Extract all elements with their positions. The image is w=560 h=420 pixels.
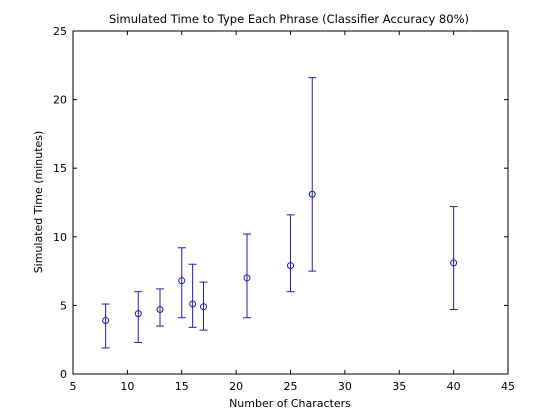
data-point: [156, 288, 164, 327]
point-marker: [102, 316, 110, 324]
point-marker: [189, 300, 197, 308]
x-tick-label: 30: [338, 380, 352, 393]
data-point: [134, 291, 143, 343]
data-point: [286, 214, 295, 293]
y-tick-label: 15: [53, 162, 67, 175]
data-points: [101, 77, 458, 349]
x-tick-label: 5: [70, 380, 77, 393]
point-marker: [450, 259, 458, 267]
x-tick-label: 15: [175, 380, 189, 393]
x-tick-label: 45: [501, 380, 515, 393]
x-tick-label: 35: [392, 380, 406, 393]
x-tick-label: 20: [229, 380, 243, 393]
point-marker: [178, 277, 186, 285]
data-point: [199, 281, 208, 331]
y-axis-label: Simulated Time (minutes): [32, 131, 45, 274]
y-tick-label: 20: [53, 94, 67, 107]
data-point: [188, 263, 197, 328]
data-point: [243, 233, 251, 319]
point-marker: [308, 190, 316, 198]
point-marker: [134, 310, 142, 318]
chart-title: Simulated Time to Type Each Phrase (Clas…: [109, 12, 469, 26]
data-point: [177, 247, 186, 319]
x-tick-label: 40: [447, 380, 461, 393]
data-point: [449, 206, 458, 311]
data-point: [308, 77, 317, 272]
point-marker: [156, 306, 164, 314]
y-tick-label: 5: [60, 299, 67, 312]
axis-ticks: [72, 30, 509, 375]
x-tick-label: 10: [120, 380, 134, 393]
plot-area: [72, 30, 509, 375]
x-tick-label: 25: [284, 380, 298, 393]
point-marker: [287, 262, 294, 270]
point-marker: [200, 303, 207, 311]
x-axis-label: Number of Characters: [229, 397, 351, 410]
y-tick-label: 0: [60, 368, 67, 381]
data-point: [101, 303, 110, 349]
y-tick-label: 10: [53, 231, 67, 244]
y-tick-label: 25: [53, 25, 67, 38]
point-marker: [243, 274, 251, 282]
